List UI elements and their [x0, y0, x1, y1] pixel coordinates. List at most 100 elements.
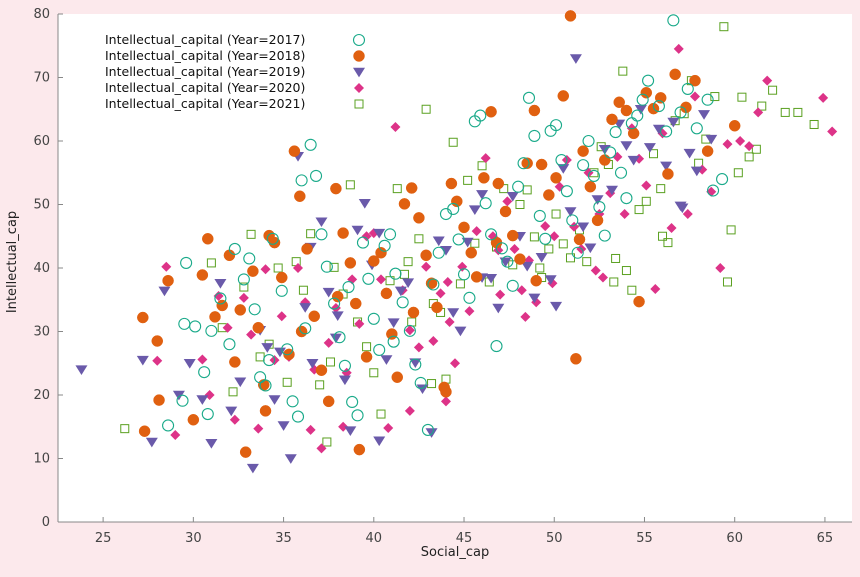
data-point: [389, 267, 402, 280]
data-point: [591, 195, 604, 205]
data-point: [404, 405, 415, 416]
data-point: [158, 286, 171, 297]
data-point: [153, 394, 165, 406]
data-point: [543, 189, 555, 201]
data-point: [373, 436, 386, 447]
data-point: [428, 336, 439, 347]
data-point: [471, 226, 482, 237]
data-point: [378, 239, 391, 252]
data-point: [136, 355, 149, 366]
data-point: [375, 247, 387, 259]
data-point: [344, 257, 357, 269]
data-point: [479, 197, 492, 210]
data-point: [225, 406, 238, 417]
data-point: [564, 207, 577, 217]
data-point: [320, 260, 333, 273]
data-point: [753, 107, 764, 118]
data-point: [690, 122, 703, 135]
data-point: [477, 161, 487, 171]
data-point: [246, 229, 256, 239]
data-point: [329, 262, 339, 272]
data-point: [353, 443, 366, 456]
data-point: [528, 129, 541, 142]
legend-entry-label: Intellectual_capital (Year=2018): [105, 48, 305, 63]
data-point: [376, 409, 386, 419]
y-tick-label: 40: [33, 261, 50, 276]
data-point: [246, 463, 259, 474]
data-point: [669, 68, 681, 81]
legend-marker: [352, 33, 366, 47]
data-point: [427, 379, 437, 389]
data-point: [458, 221, 470, 234]
data-point: [535, 263, 545, 273]
data-point: [643, 143, 656, 153]
data-point: [683, 148, 696, 159]
data-point: [180, 256, 193, 269]
data-point: [432, 246, 445, 259]
legend-marker: [354, 83, 364, 93]
data-point: [448, 137, 458, 147]
data-point: [660, 161, 673, 172]
data-point: [744, 152, 754, 162]
data-point: [780, 107, 790, 117]
data-point: [435, 288, 446, 299]
data-point: [501, 255, 514, 268]
y-axis-ticks: 0 10 20 30 40 50 60 70 80: [33, 7, 63, 530]
data-point: [425, 277, 438, 289]
data-point: [737, 92, 747, 102]
data-point: [673, 43, 684, 54]
data-point: [259, 405, 272, 417]
data-point: [299, 322, 312, 335]
data-point: [396, 296, 409, 309]
data-point: [550, 119, 563, 132]
data-point: [726, 225, 736, 235]
data-point: [205, 439, 218, 449]
data-point: [238, 292, 249, 303]
data-point: [480, 153, 491, 164]
y-tick-label: 60: [33, 134, 50, 149]
data-point: [705, 134, 718, 145]
data-point: [254, 371, 267, 384]
data-point: [444, 316, 455, 327]
data-point: [590, 265, 601, 276]
data-point: [627, 285, 637, 295]
data-point: [662, 168, 674, 180]
data-point: [247, 265, 259, 277]
data-point: [535, 158, 548, 171]
data-point: [394, 286, 407, 297]
data-point: [599, 154, 611, 166]
legend-entry-label: Intellectual_capital (Year=2020): [105, 80, 305, 95]
data-point: [571, 246, 584, 259]
data-point: [414, 376, 427, 389]
data-point: [609, 277, 619, 287]
data-point: [463, 291, 476, 304]
data-point: [512, 180, 525, 193]
data-point: [452, 233, 465, 246]
data-point: [642, 74, 655, 87]
data-point: [544, 244, 554, 254]
data-point: [478, 172, 490, 184]
data-point: [361, 231, 372, 242]
data-point: [549, 231, 560, 242]
data-point: [522, 91, 536, 104]
data-point: [582, 257, 592, 267]
data-point: [457, 268, 471, 281]
data-point: [584, 243, 597, 254]
data-point: [656, 184, 666, 194]
data-point: [440, 396, 451, 407]
data-point: [674, 201, 687, 212]
data-point: [214, 292, 227, 305]
data-point: [288, 145, 301, 157]
data-point: [606, 113, 618, 126]
data-point: [658, 231, 668, 241]
data-point: [716, 173, 729, 186]
data-point: [205, 324, 218, 337]
data-point: [569, 54, 582, 64]
data-point: [634, 105, 647, 115]
data-point: [259, 379, 272, 392]
data-point: [666, 222, 677, 233]
data-point: [495, 242, 508, 255]
data-point: [338, 421, 349, 432]
data-point: [649, 149, 658, 159]
x-tick-label: 30: [185, 531, 202, 546]
